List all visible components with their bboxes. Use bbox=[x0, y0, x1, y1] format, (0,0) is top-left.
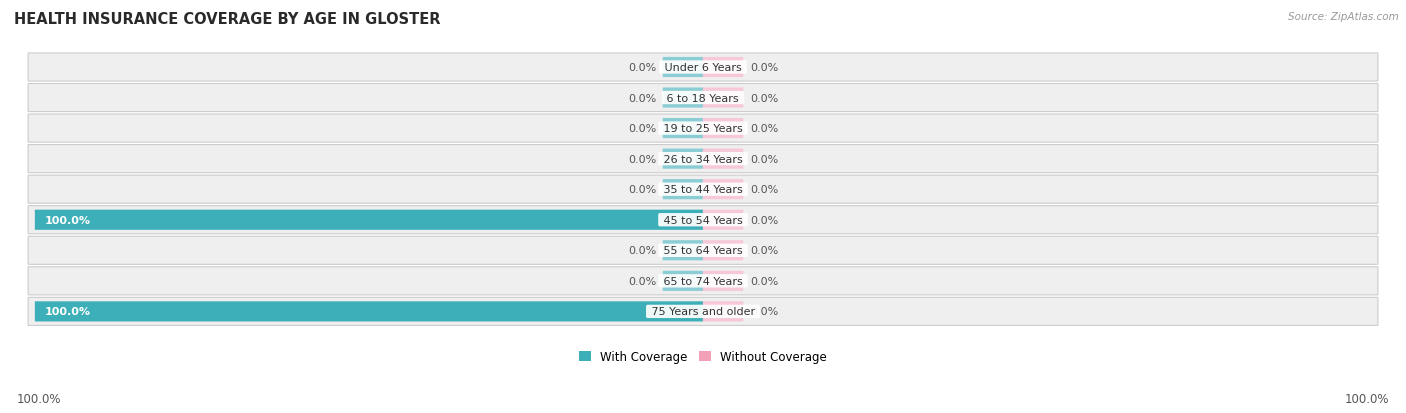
FancyBboxPatch shape bbox=[662, 241, 703, 261]
FancyBboxPatch shape bbox=[28, 237, 1378, 265]
FancyBboxPatch shape bbox=[28, 115, 1378, 143]
FancyBboxPatch shape bbox=[28, 298, 1378, 326]
FancyBboxPatch shape bbox=[28, 145, 1378, 173]
FancyBboxPatch shape bbox=[662, 58, 703, 78]
Text: 0.0%: 0.0% bbox=[749, 154, 778, 164]
FancyBboxPatch shape bbox=[662, 88, 703, 108]
Text: 0.0%: 0.0% bbox=[628, 276, 657, 286]
Text: 35 to 44 Years: 35 to 44 Years bbox=[659, 185, 747, 195]
Text: 100.0%: 100.0% bbox=[45, 306, 91, 317]
Text: 0.0%: 0.0% bbox=[749, 306, 778, 317]
Text: Source: ZipAtlas.com: Source: ZipAtlas.com bbox=[1288, 12, 1399, 22]
FancyBboxPatch shape bbox=[703, 301, 744, 322]
FancyBboxPatch shape bbox=[703, 119, 744, 139]
FancyBboxPatch shape bbox=[703, 149, 744, 169]
Text: 0.0%: 0.0% bbox=[749, 215, 778, 225]
FancyBboxPatch shape bbox=[28, 267, 1378, 295]
FancyBboxPatch shape bbox=[703, 241, 744, 261]
FancyBboxPatch shape bbox=[703, 210, 744, 230]
Text: 19 to 25 Years: 19 to 25 Years bbox=[659, 124, 747, 134]
Text: Under 6 Years: Under 6 Years bbox=[661, 63, 745, 73]
FancyBboxPatch shape bbox=[662, 119, 703, 139]
FancyBboxPatch shape bbox=[28, 176, 1378, 204]
Text: 100.0%: 100.0% bbox=[45, 215, 91, 225]
FancyBboxPatch shape bbox=[28, 206, 1378, 234]
FancyBboxPatch shape bbox=[28, 54, 1378, 82]
Text: 65 to 74 Years: 65 to 74 Years bbox=[659, 276, 747, 286]
FancyBboxPatch shape bbox=[662, 271, 703, 291]
Text: 0.0%: 0.0% bbox=[628, 93, 657, 103]
Text: 0.0%: 0.0% bbox=[628, 63, 657, 73]
Text: 0.0%: 0.0% bbox=[749, 93, 778, 103]
Text: HEALTH INSURANCE COVERAGE BY AGE IN GLOSTER: HEALTH INSURANCE COVERAGE BY AGE IN GLOS… bbox=[14, 12, 440, 27]
FancyBboxPatch shape bbox=[662, 149, 703, 169]
FancyBboxPatch shape bbox=[28, 84, 1378, 112]
FancyBboxPatch shape bbox=[703, 180, 744, 200]
Text: 0.0%: 0.0% bbox=[749, 276, 778, 286]
Text: 0.0%: 0.0% bbox=[628, 185, 657, 195]
Text: 0.0%: 0.0% bbox=[628, 124, 657, 134]
Text: 0.0%: 0.0% bbox=[749, 124, 778, 134]
Text: 45 to 54 Years: 45 to 54 Years bbox=[659, 215, 747, 225]
FancyBboxPatch shape bbox=[703, 88, 744, 108]
Text: 0.0%: 0.0% bbox=[749, 246, 778, 256]
Text: 0.0%: 0.0% bbox=[628, 246, 657, 256]
FancyBboxPatch shape bbox=[703, 271, 744, 291]
FancyBboxPatch shape bbox=[703, 58, 744, 78]
Text: 55 to 64 Years: 55 to 64 Years bbox=[659, 246, 747, 256]
Text: 100.0%: 100.0% bbox=[17, 392, 62, 405]
Text: 100.0%: 100.0% bbox=[1344, 392, 1389, 405]
Text: 75 Years and older: 75 Years and older bbox=[648, 306, 758, 317]
Legend: With Coverage, Without Coverage: With Coverage, Without Coverage bbox=[574, 346, 832, 368]
FancyBboxPatch shape bbox=[35, 210, 703, 230]
Text: 0.0%: 0.0% bbox=[628, 154, 657, 164]
Text: 0.0%: 0.0% bbox=[749, 63, 778, 73]
Text: 26 to 34 Years: 26 to 34 Years bbox=[659, 154, 747, 164]
Text: 6 to 18 Years: 6 to 18 Years bbox=[664, 93, 742, 103]
FancyBboxPatch shape bbox=[35, 301, 703, 322]
Text: 0.0%: 0.0% bbox=[749, 185, 778, 195]
FancyBboxPatch shape bbox=[662, 180, 703, 200]
